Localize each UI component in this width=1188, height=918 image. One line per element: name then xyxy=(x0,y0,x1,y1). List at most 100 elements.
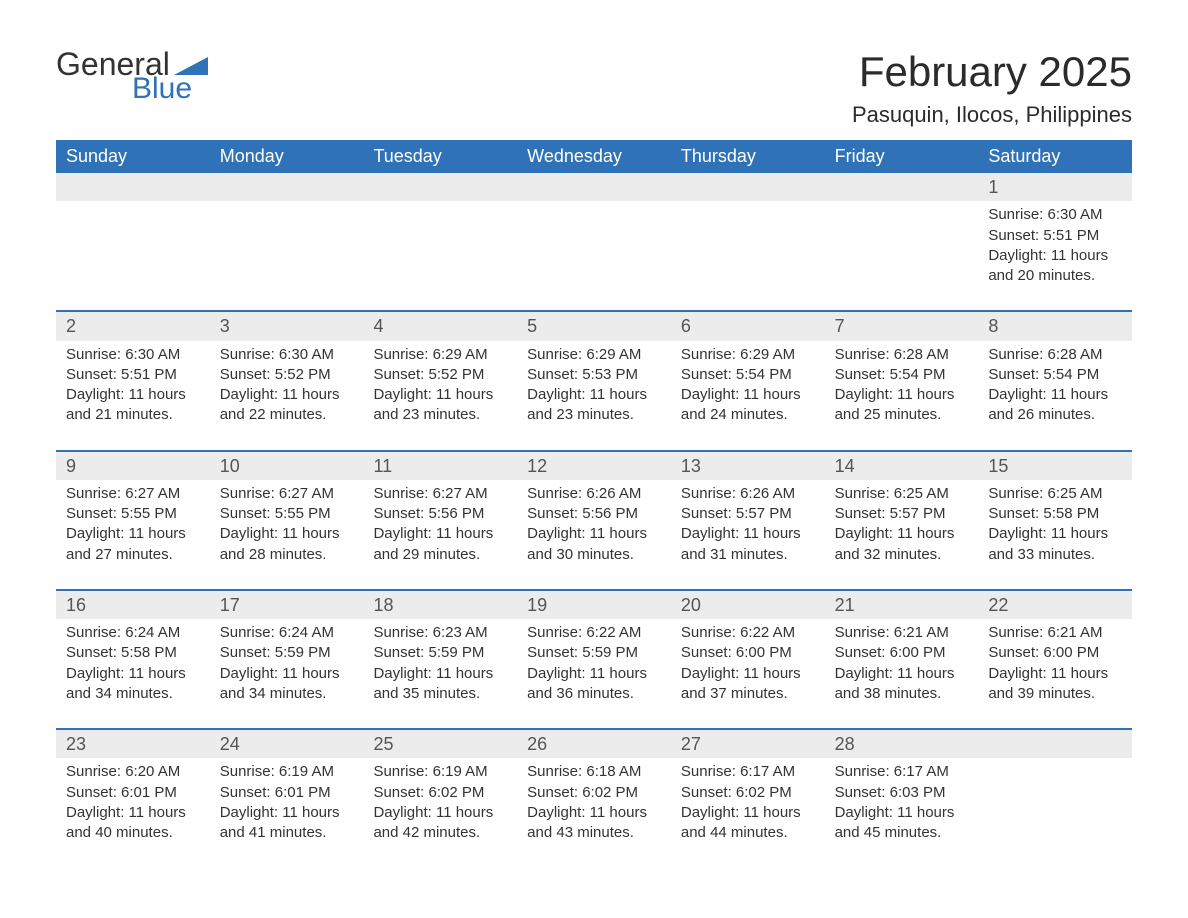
day-number: 15 xyxy=(978,452,1132,480)
day-number: 1 xyxy=(978,173,1132,201)
day-cell: 1 Sunrise: 6:30 AMSunset: 5:51 PMDaylight… xyxy=(978,173,1132,296)
day-cell: 8Sunrise: 6:28 AMSunset: 5:54 PMDaylight… xyxy=(978,312,1132,435)
sunrise-text: Sunrise: 6:17 AM xyxy=(835,762,969,782)
logo-text-blue: Blue xyxy=(132,74,208,104)
daylight-text: Daylight: 11 hours and 41 minutes. xyxy=(220,803,354,844)
empty-cell xyxy=(517,173,671,296)
day-number: 13 xyxy=(671,452,825,480)
day-cell: 23Sunrise: 6:20 AMSunset: 6:01 PMDayligh… xyxy=(56,730,210,853)
day-number: 27 xyxy=(671,730,825,758)
sunrise-text: Sunrise: 6:23 AM xyxy=(373,623,507,643)
week-row: 16 Sunrise: 6:24 AM Sunset: 5:58 PM Dayligh… xyxy=(56,589,1132,714)
day-number xyxy=(517,173,671,201)
empty-cell xyxy=(978,730,1132,853)
day-cell: 14Sunrise: 6:25 AMSunset: 5:57 PMDayligh… xyxy=(825,452,979,575)
day-cell: 25Sunrise: 6:19 AMSunset: 6:02 PMDayligh… xyxy=(363,730,517,853)
sunset-text: Sunset: 5:51 PM xyxy=(988,226,1122,246)
sunset-text: Sunset: 6:03 PM xyxy=(835,783,969,803)
sunset-text: Sunset: 5:52 PM xyxy=(373,365,507,385)
sunrise-text: Sunrise: 6:27 AM xyxy=(373,484,507,504)
week-row: 9Sunrise: 6:27 AMSunset: 5:55 PMDaylight… xyxy=(56,450,1132,575)
sunset-text: Sunset: 5:54 PM xyxy=(681,365,815,385)
daylight-text: Daylight: 11 hours and 44 minutes. xyxy=(681,803,815,844)
daylight-text: Daylight: 11 hours and 26 minutes. xyxy=(988,385,1122,426)
weekday-header: Thursday xyxy=(671,140,825,173)
sunset-text: Sunset: 5:59 PM xyxy=(373,643,507,663)
sunset-text: Sunset: 6:02 PM xyxy=(373,783,507,803)
daylight-text: Daylight: 11 hours and 28 minutes. xyxy=(220,524,354,565)
weekday-header: Sunday xyxy=(56,140,210,173)
sunrise-text: Sunrise: 6:21 AM xyxy=(988,623,1122,643)
day-number xyxy=(825,173,979,201)
sunrise-text: Sunrise: 6:30 AM xyxy=(220,345,354,365)
sunset-text: Sunset: 5:53 PM xyxy=(527,365,661,385)
day-cell: 9Sunrise: 6:27 AMSunset: 5:55 PMDaylight… xyxy=(56,452,210,575)
daylight-text: Daylight: 11 hours and 39 minutes. xyxy=(988,664,1122,705)
daylight-text: Daylight: 11 hours and 42 minutes. xyxy=(373,803,507,844)
day-cell: 24Sunrise: 6:19 AMSunset: 6:01 PMDayligh… xyxy=(210,730,364,853)
sunrise-text: Sunrise: 6:27 AM xyxy=(66,484,200,504)
day-cell: 21Sunrise: 6:21 AMSunset: 6:00 PMDayligh… xyxy=(825,591,979,714)
day-cell: 16Sunrise: 6:24 AMSunset: 5:58 PMDayligh… xyxy=(56,591,210,714)
daylight-text: Daylight: 11 hours and 29 minutes. xyxy=(373,524,507,565)
day-number: 9 xyxy=(56,452,210,480)
sunset-text: Sunset: 6:01 PM xyxy=(66,783,200,803)
empty-cell xyxy=(363,173,517,296)
day-cell: 2Sunrise: 6:30 AMSunset: 5:51 PMDaylight… xyxy=(56,312,210,435)
sunset-text: Sunset: 5:59 PM xyxy=(220,643,354,663)
day-number xyxy=(363,173,517,201)
sunset-text: Sunset: 6:00 PM xyxy=(988,643,1122,663)
sunset-text: Sunset: 5:57 PM xyxy=(681,504,815,524)
day-number: 10 xyxy=(210,452,364,480)
header: General Blue February 2025 Pasuquin, Ilo… xyxy=(56,48,1132,128)
day-number: 26 xyxy=(517,730,671,758)
sunset-text: Sunset: 5:59 PM xyxy=(527,643,661,663)
sunrise-text: Sunrise: 6:24 AM xyxy=(220,623,354,643)
day-cell: 13Sunrise: 6:26 AMSunset: 5:57 PMDayligh… xyxy=(671,452,825,575)
daylight-text: Daylight: 11 hours and 21 minutes. xyxy=(66,385,200,426)
sunset-text: Sunset: 5:56 PM xyxy=(527,504,661,524)
day-number: 14 xyxy=(825,452,979,480)
daylight-text: Daylight: 11 hours and 45 minutes. xyxy=(835,803,969,844)
daylight-text: Daylight: 11 hours and 20 minutes. xyxy=(988,246,1122,287)
daylight-text: Daylight: 11 hours and 24 minutes. xyxy=(681,385,815,426)
daylight-text: Daylight: 11 hours and 23 minutes. xyxy=(373,385,507,426)
day-number: 11 xyxy=(363,452,517,480)
day-number: 23 xyxy=(56,730,210,758)
day-number xyxy=(210,173,364,201)
sunset-text: Sunset: 5:54 PM xyxy=(988,365,1122,385)
day-number: 17 xyxy=(210,591,364,619)
sunrise-text: Sunrise: 6:29 AM xyxy=(373,345,507,365)
day-number xyxy=(978,730,1132,758)
weekday-header: Saturday xyxy=(978,140,1132,173)
calendar: SundayMondayTuesdayWednesdayThursdayFrid… xyxy=(56,140,1132,853)
week-row: 2Sunrise: 6:30 AMSunset: 5:51 PMDaylight… xyxy=(56,310,1132,435)
sunrise-text: Sunrise: 6:28 AM xyxy=(835,345,969,365)
sunrise-text: Sunrise: 6:30 AM xyxy=(988,205,1122,225)
sunset-text: Sunset: 5:55 PM xyxy=(220,504,354,524)
daylight-text: Daylight: 11 hours and 22 minutes. xyxy=(220,385,354,426)
sunrise-text: Sunrise: 6:29 AM xyxy=(681,345,815,365)
sunset-text: Sunset: 5:56 PM xyxy=(373,504,507,524)
title-block: February 2025 Pasuquin, Ilocos, Philippi… xyxy=(852,48,1132,128)
day-cell: 20Sunrise: 6:22 AMSunset: 6:00 PMDayligh… xyxy=(671,591,825,714)
sunset-text: Sunset: 5:57 PM xyxy=(835,504,969,524)
sunset-text: Sunset: 6:00 PM xyxy=(681,643,815,663)
sunrise-text: Sunrise: 6:30 AM xyxy=(66,345,200,365)
day-number xyxy=(56,173,210,201)
weekday-header: Friday xyxy=(825,140,979,173)
empty-cell xyxy=(825,173,979,296)
day-number: 5 xyxy=(517,312,671,340)
empty-cell xyxy=(56,173,210,296)
daylight-text: Daylight: 11 hours and 36 minutes. xyxy=(527,664,661,705)
weekday-header: Tuesday xyxy=(363,140,517,173)
week-row: 23Sunrise: 6:20 AMSunset: 6:01 PMDayligh… xyxy=(56,728,1132,853)
day-number: 4 xyxy=(363,312,517,340)
day-number: 2 xyxy=(56,312,210,340)
sunset-text: Sunset: 5:58 PM xyxy=(988,504,1122,524)
day-cell: 5Sunrise: 6:29 AMSunset: 5:53 PMDaylight… xyxy=(517,312,671,435)
day-number: 21 xyxy=(825,591,979,619)
sunset-text: Sunset: 5:58 PM xyxy=(66,643,200,663)
sunrise-text: Sunrise: 6:26 AM xyxy=(681,484,815,504)
day-number: 16 xyxy=(56,591,210,619)
